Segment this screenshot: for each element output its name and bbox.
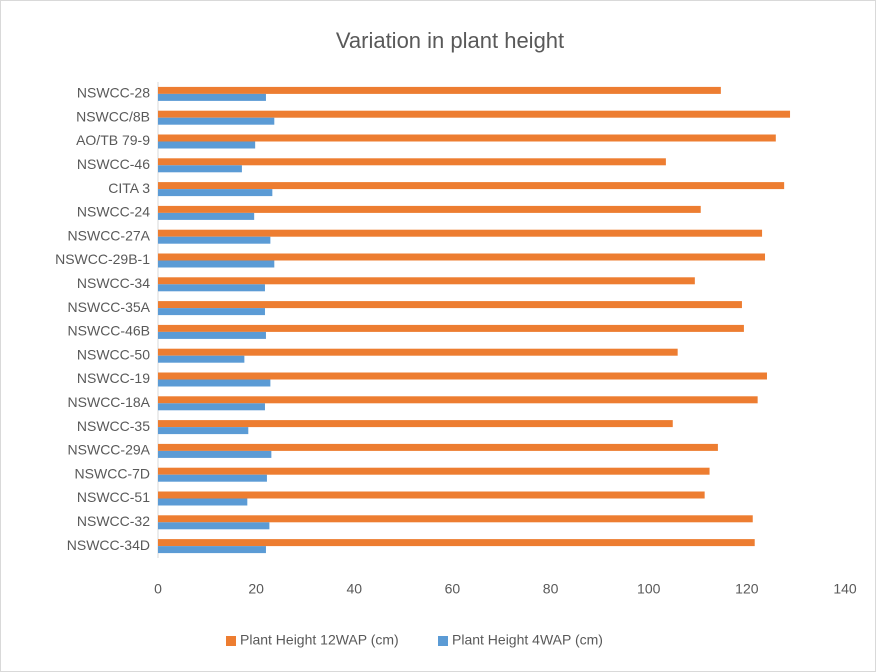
y-tick-label: NSWCC-29B-1 bbox=[55, 251, 150, 267]
y-tick-label: AO/TB 79-9 bbox=[76, 132, 150, 148]
bar bbox=[158, 301, 742, 309]
y-tick-label: NSWCC-18A bbox=[68, 394, 151, 410]
y-tick-label: NSWCC-46 bbox=[77, 156, 150, 172]
bar bbox=[158, 403, 265, 411]
y-tick-label: NSWCC-32 bbox=[77, 513, 150, 529]
bar bbox=[158, 348, 678, 356]
bar bbox=[158, 420, 673, 428]
bar bbox=[158, 134, 776, 142]
y-tick-label: NSWCC-35 bbox=[77, 418, 150, 434]
y-tick-label: NSWCC-50 bbox=[77, 346, 150, 362]
y-tick-label: CITA 3 bbox=[108, 180, 150, 196]
bar bbox=[158, 308, 265, 316]
bar bbox=[158, 189, 273, 197]
bar bbox=[158, 427, 249, 435]
bar bbox=[158, 260, 275, 268]
y-tick-label: NSWCC-19 bbox=[77, 370, 150, 386]
bar bbox=[158, 117, 275, 125]
bar bbox=[158, 86, 721, 94]
bar bbox=[158, 396, 758, 404]
bar bbox=[158, 443, 718, 451]
legend-label: Plant Height 12WAP (cm) bbox=[240, 632, 399, 648]
chart-title: Variation in plant height bbox=[336, 28, 564, 53]
y-tick-label: NSWCC-7D bbox=[75, 465, 150, 481]
bar bbox=[158, 236, 271, 244]
bar bbox=[158, 522, 270, 530]
bar bbox=[158, 474, 267, 482]
x-tick-label: 60 bbox=[445, 581, 461, 597]
y-tick-label: NSWCC-35A bbox=[68, 299, 151, 315]
y-tick-label: NSWCC-24 bbox=[77, 204, 150, 220]
bar bbox=[158, 498, 248, 506]
bar bbox=[158, 379, 271, 387]
bar bbox=[158, 229, 763, 237]
bar bbox=[158, 372, 767, 380]
bar bbox=[158, 324, 744, 332]
bar bbox=[158, 253, 766, 261]
legend-swatch bbox=[438, 636, 448, 646]
x-tick-label: 80 bbox=[543, 581, 559, 597]
bar bbox=[158, 467, 710, 475]
y-tick-label: NSWCC/8B bbox=[76, 108, 150, 124]
legend-swatch bbox=[226, 636, 236, 646]
y-tick-label: NSWCC-34D bbox=[67, 537, 150, 553]
bar bbox=[158, 165, 242, 173]
bar bbox=[158, 110, 791, 118]
y-tick-label: NSWCC-27A bbox=[68, 227, 151, 243]
y-tick-label: NSWCC-34 bbox=[77, 275, 150, 291]
x-tick-label: 20 bbox=[248, 581, 264, 597]
bar bbox=[158, 284, 265, 292]
bar bbox=[158, 450, 272, 458]
y-tick-label: NSWCC-51 bbox=[77, 489, 150, 505]
x-tick-label: 100 bbox=[637, 581, 661, 597]
bar bbox=[158, 539, 755, 547]
bar bbox=[158, 141, 256, 149]
legend-label: Plant Height 4WAP (cm) bbox=[452, 632, 603, 648]
bar bbox=[158, 491, 705, 499]
x-tick-label: 0 bbox=[154, 581, 162, 597]
x-tick-label: 120 bbox=[735, 581, 759, 597]
bar bbox=[158, 546, 266, 554]
y-tick-label: NSWCC-46B bbox=[68, 323, 150, 339]
x-tick-label: 140 bbox=[833, 581, 857, 597]
bar bbox=[158, 158, 666, 166]
x-tick-label: 40 bbox=[346, 581, 362, 597]
bar bbox=[158, 515, 753, 523]
bar bbox=[158, 205, 701, 213]
bar bbox=[158, 331, 266, 339]
bar bbox=[158, 212, 255, 220]
y-tick-label: NSWCC-29A bbox=[68, 442, 151, 458]
y-tick-label: NSWCC-28 bbox=[77, 85, 150, 101]
bar bbox=[158, 182, 785, 190]
bar bbox=[158, 355, 245, 363]
bar bbox=[158, 93, 266, 101]
bar bbox=[158, 277, 695, 285]
